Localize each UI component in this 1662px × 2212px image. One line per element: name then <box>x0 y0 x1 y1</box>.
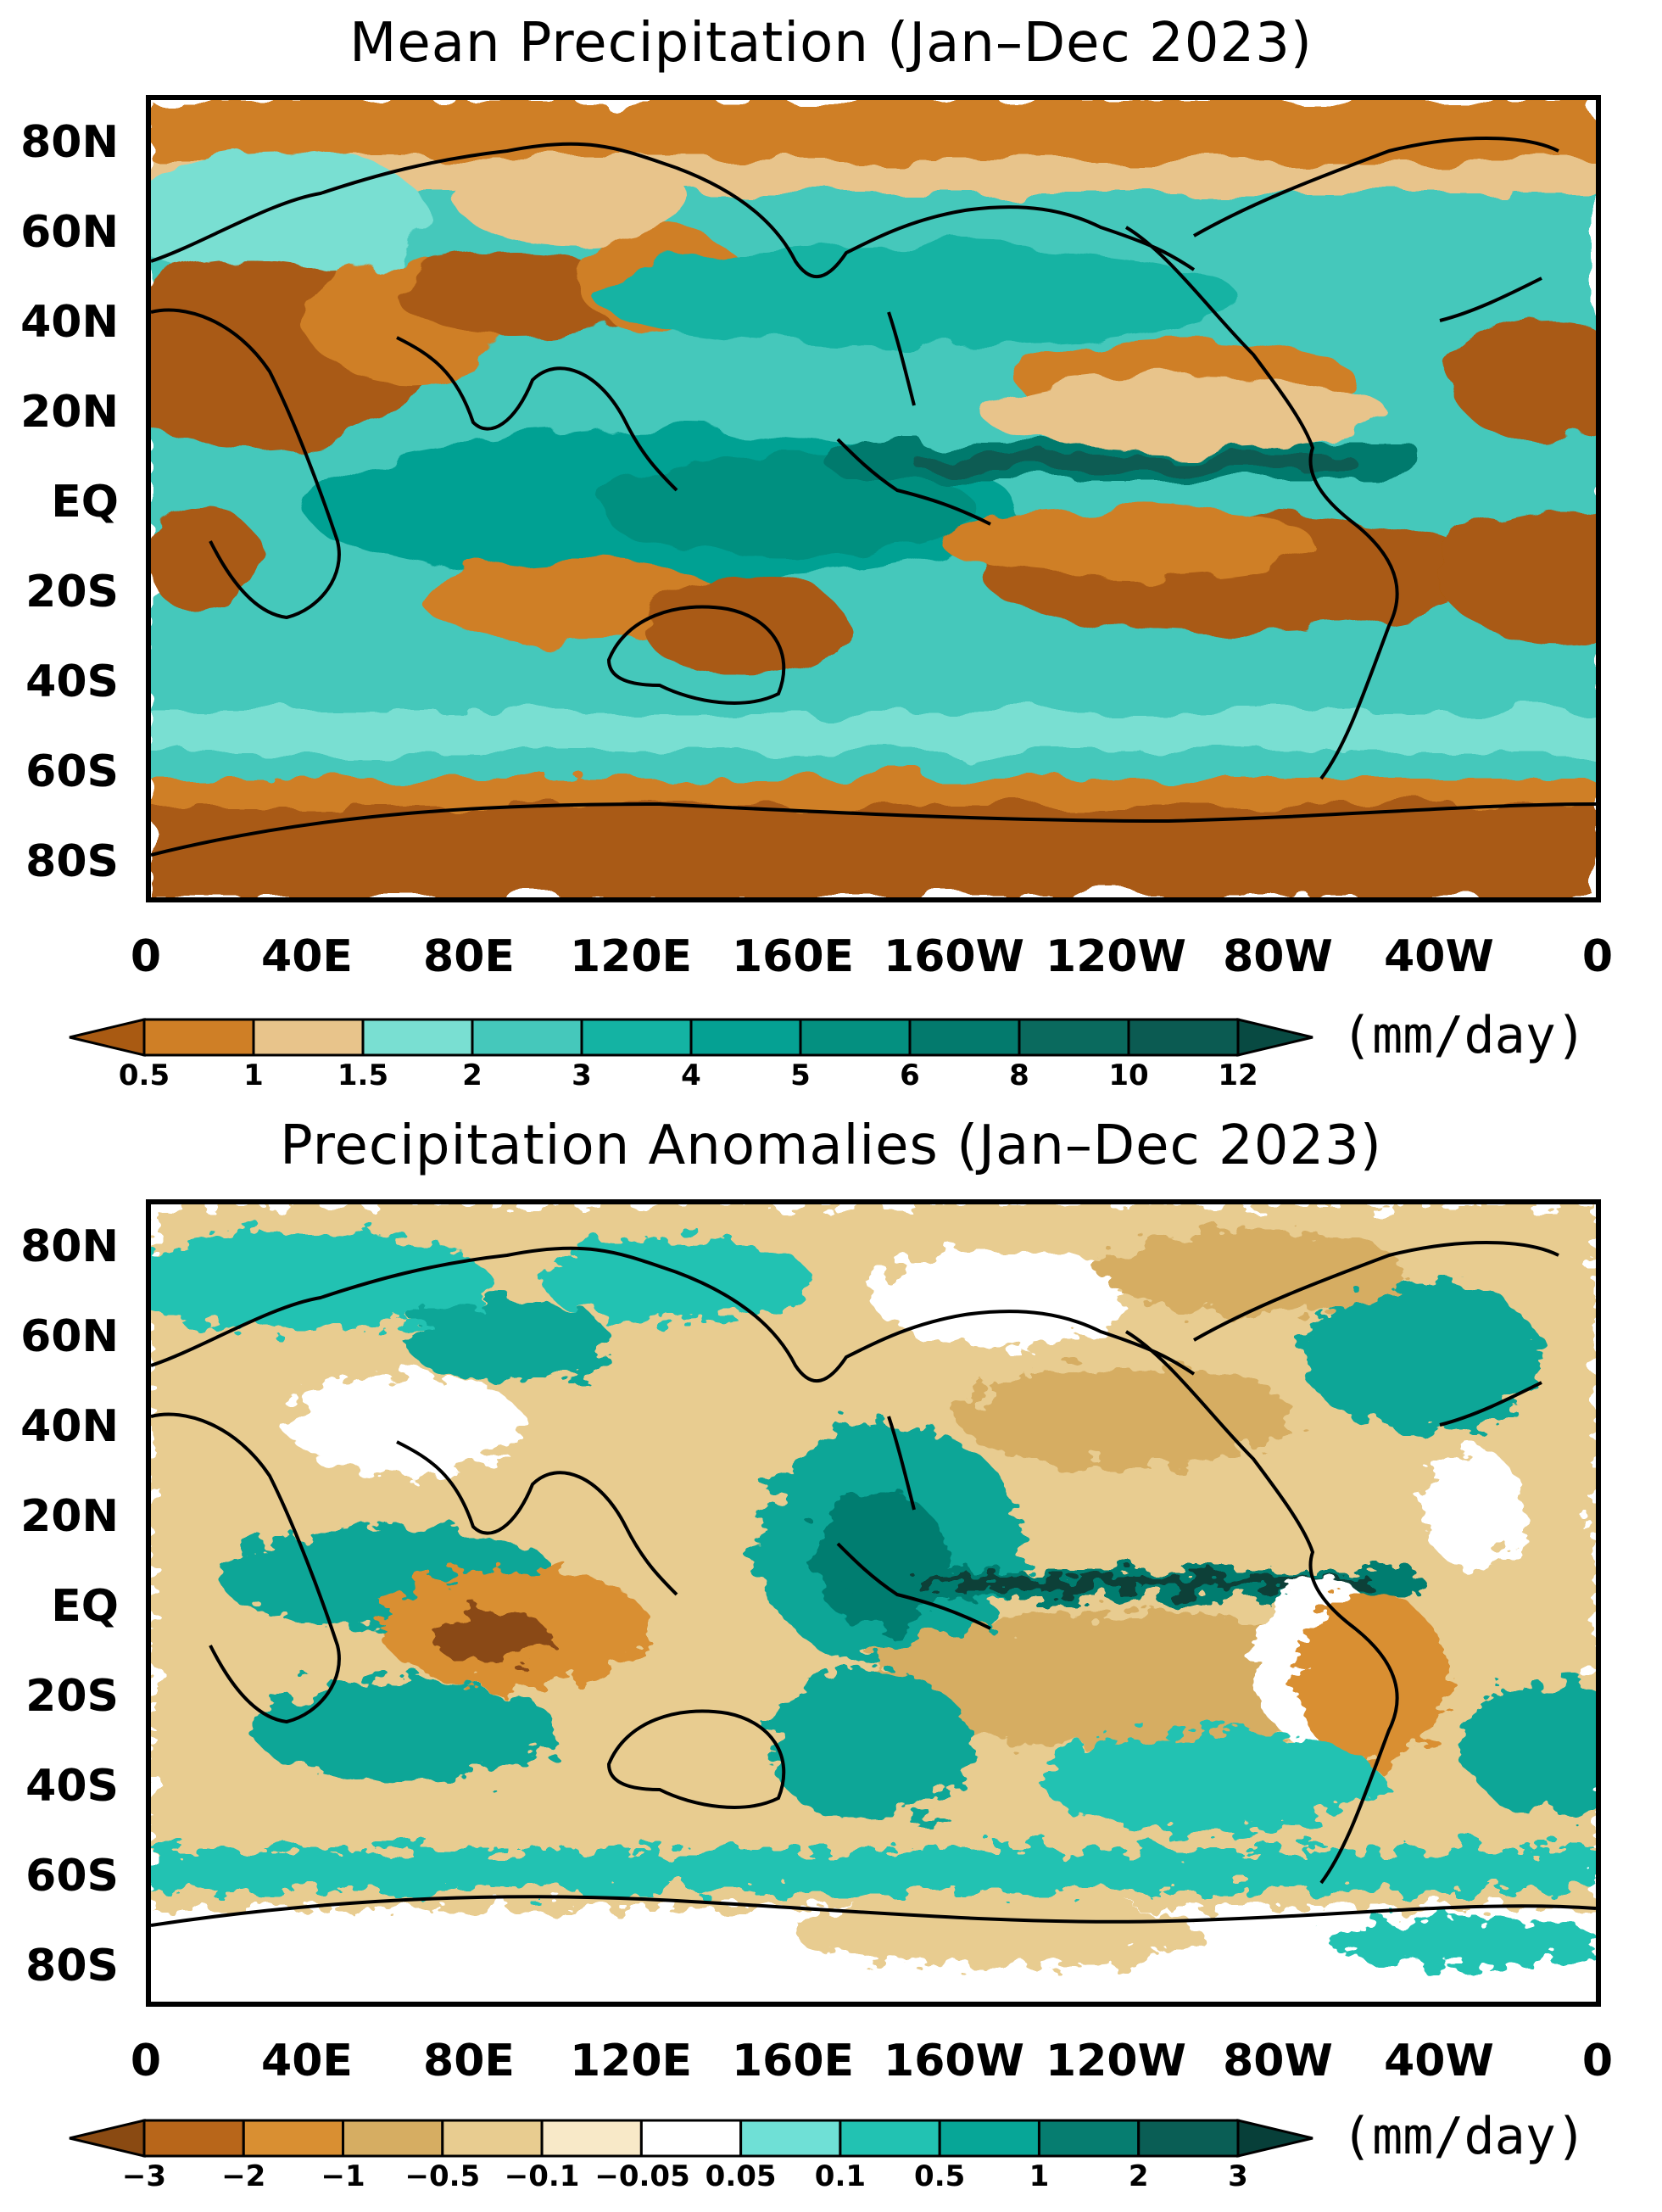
colorbar-swatch <box>1236 2119 1313 2158</box>
panel1-lon-label: 160E <box>731 931 855 982</box>
panel2-map <box>146 1199 1601 2007</box>
colorbar-swatch <box>1236 1018 1313 1057</box>
panel2-lon-label: 40W <box>1384 2036 1494 2086</box>
panel2-lon-label: 120W <box>1046 2036 1186 2086</box>
panel2-lat-label: 20S <box>25 1671 119 1722</box>
colorbar-swatch <box>908 1018 1021 1057</box>
panel1-unit-label: (mm/day) <box>1341 1006 1587 1065</box>
panel1-lat-label: 40N <box>20 297 119 348</box>
colorbar-tick-label: −2 <box>221 2159 266 2193</box>
panel2-lat-label: 40S <box>25 1761 119 1812</box>
panel1-lat-label: 20N <box>20 387 119 438</box>
panel2-lat-label: 20N <box>20 1491 119 1542</box>
panel1-lon-label: 160W <box>884 931 1024 982</box>
colorbar-tick-label: 5 <box>790 1059 811 1092</box>
panel2-lon-label: 160E <box>731 2036 855 2086</box>
colorbar-swatch <box>142 2119 245 2158</box>
colorbar-swatch <box>252 1018 365 1057</box>
colorbar-swatch <box>441 2119 544 2158</box>
panel1-lon-label: 80W <box>1223 931 1333 982</box>
panel2-lon-label: 80W <box>1223 2036 1333 2086</box>
colorbar-swatch <box>1018 1018 1130 1057</box>
panel1-lon-label: 120W <box>1046 931 1186 982</box>
colorbar-swatch <box>639 2119 743 2158</box>
panel1-lat-label: 40S <box>25 656 119 707</box>
panel1-lon-label: 40W <box>1384 931 1494 982</box>
panel1-lon-label: 120E <box>569 931 693 982</box>
panel2-lon-label: 80E <box>423 2036 515 2086</box>
colorbar-tick-label: 8 <box>1009 1059 1029 1092</box>
panel2-lon-label: 120E <box>569 2036 693 2086</box>
colorbar-swatch <box>142 1018 255 1057</box>
panel2-lat-label: 80N <box>20 1221 119 1272</box>
colorbar-swatch <box>540 2119 643 2158</box>
panel2-lat-label: 60N <box>20 1311 119 1362</box>
panel1-lat-label: EQ <box>51 477 119 528</box>
panel1-colorbar <box>69 1018 1313 1057</box>
colorbar-swatch <box>69 2119 146 2158</box>
colorbar-tick-label: −0.1 <box>504 2159 580 2193</box>
colorbar-tick-label: 0.1 <box>814 2159 867 2193</box>
colorbar-swatch <box>471 1018 583 1057</box>
colorbar-tick-label: 6 <box>900 1059 920 1092</box>
panel2-map-field <box>151 1204 1596 2002</box>
colorbar-tick-label: 1 <box>1029 2159 1050 2193</box>
colorbar-tick-label: 3 <box>572 1059 592 1092</box>
panel1-map-field <box>151 100 1596 897</box>
panel1-lon-label: 40E <box>261 931 353 982</box>
colorbar-tick-label: −3 <box>121 2159 167 2193</box>
panel2-lon-label: 160W <box>884 2036 1024 2086</box>
panel1-lat-label: 60N <box>20 207 119 258</box>
colorbar-tick-label: 12 <box>1218 1059 1258 1092</box>
colorbar-swatch <box>1137 2119 1240 2158</box>
colorbar-swatch <box>1127 1018 1240 1057</box>
colorbar-swatch <box>580 1018 693 1057</box>
panel2-lon-label: 0 <box>130 2036 162 2086</box>
colorbar-tick-label: 2 <box>462 1059 482 1092</box>
colorbar-tick-label: 1.5 <box>337 1059 389 1092</box>
colorbar-swatch <box>1037 2119 1141 2158</box>
colorbar-tick-label: −0.5 <box>404 2159 481 2193</box>
panel1-lon-label: 80E <box>423 931 515 982</box>
panel2-lon-label: 0 <box>1581 2036 1614 2086</box>
colorbar-swatch <box>361 1018 474 1057</box>
panel2-lat-label: 80S <box>25 1941 119 1991</box>
colorbar-swatch <box>739 2119 842 2158</box>
colorbar-swatch <box>342 2119 444 2158</box>
panel2-lon-label: 40E <box>261 2036 353 2086</box>
colorbar-swatch <box>69 1018 146 1057</box>
panel1-lon-label: 0 <box>1581 931 1614 982</box>
colorbar-tick-label: 4 <box>681 1059 701 1092</box>
panel1-lat-label: 80S <box>25 836 119 887</box>
panel2-lat-label: 40N <box>20 1401 119 1452</box>
colorbar-tick-label: 10 <box>1108 1059 1149 1092</box>
panel1-title: Mean Precipitation (Jan–Dec 2023) <box>349 12 1313 75</box>
colorbar-tick-label: 1 <box>243 1059 264 1092</box>
colorbar-tick-label: 0.5 <box>914 2159 966 2193</box>
colorbar-swatch <box>938 2119 1040 2158</box>
panel1-lat-label: 60S <box>25 746 119 797</box>
colorbar-tick-label: −1 <box>321 2159 365 2193</box>
panel2-colorbar <box>69 2119 1313 2158</box>
panel1-coastlines <box>151 137 1596 857</box>
colorbar-swatch <box>242 2119 345 2158</box>
panel2-unit-label: (mm/day) <box>1341 2107 1587 2166</box>
colorbar-tick-label: −0.05 <box>594 2159 690 2193</box>
colorbar-tick-label: 2 <box>1128 2159 1149 2193</box>
colorbar-swatch <box>799 1018 912 1057</box>
panel2-lat-label: 60S <box>25 1851 119 1902</box>
panel1-lat-label: 20S <box>25 567 119 617</box>
colorbar-tick-label: 3 <box>1228 2159 1248 2193</box>
panel1-lat-label: 80N <box>20 117 119 168</box>
colorbar-tick-label: 0.05 <box>705 2159 777 2193</box>
colorbar-swatch <box>689 1018 802 1057</box>
colorbar-swatch <box>839 2119 941 2158</box>
panel2-title: Precipitation Anomalies (Jan–Dec 2023) <box>280 1114 1382 1177</box>
panel1-lon-label: 0 <box>130 931 162 982</box>
panel1-map <box>146 95 1601 902</box>
panel2-lat-label: EQ <box>51 1581 119 1632</box>
colorbar-tick-label: 0.5 <box>118 1059 170 1092</box>
panel2-coastlines <box>151 1241 1596 1927</box>
